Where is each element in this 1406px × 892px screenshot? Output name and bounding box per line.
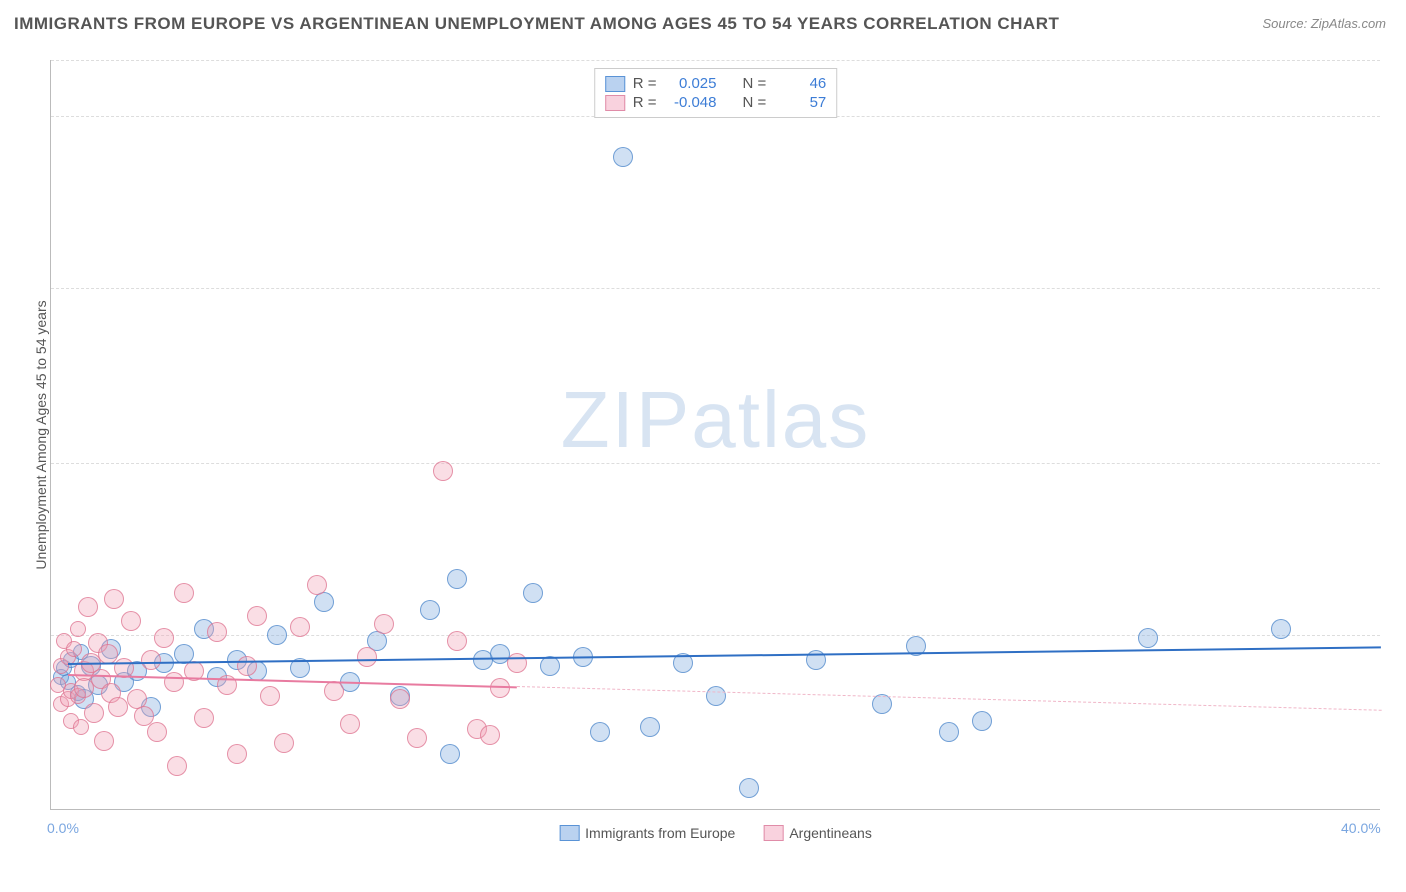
legend-swatch [763, 825, 783, 841]
data-point [340, 714, 360, 734]
data-point [207, 622, 227, 642]
data-point [420, 600, 440, 620]
data-point [480, 725, 500, 745]
y-tick-label: 12.5% [1388, 469, 1406, 485]
data-point [307, 575, 327, 595]
watermark: ZIPatlas [561, 374, 870, 466]
data-point [154, 628, 174, 648]
gridline [51, 635, 1380, 636]
y-axis-label: Unemployment Among Ages 45 to 54 years [33, 300, 49, 569]
data-point [407, 728, 427, 748]
data-point [507, 653, 527, 673]
y-tick-label: 6.3% [1388, 641, 1406, 657]
data-point [108, 697, 128, 717]
legend-item: Immigrants from Europe [559, 825, 735, 841]
data-point [447, 569, 467, 589]
data-point [94, 731, 114, 751]
data-point [523, 583, 543, 603]
data-point [147, 722, 167, 742]
legend-row: R = 0.025 N = 46 [605, 75, 827, 92]
scatter-plot-area: Unemployment Among Ages 45 to 54 years Z… [50, 60, 1380, 810]
data-point [70, 621, 86, 637]
data-point [260, 686, 280, 706]
data-point [324, 681, 344, 701]
data-point [872, 694, 892, 714]
r-label: R = [633, 94, 657, 111]
correlation-legend: R = 0.025 N = 46 R = -0.048 N = 57 [594, 68, 838, 118]
data-point [357, 647, 377, 667]
legend-swatch [605, 95, 625, 111]
data-point [613, 147, 633, 167]
data-point [164, 672, 184, 692]
legend-row: R = -0.048 N = 57 [605, 94, 827, 111]
n-value: 46 [774, 75, 826, 92]
data-point [237, 656, 257, 676]
trend-line [68, 646, 1381, 665]
legend-label: Immigrants from Europe [585, 825, 735, 841]
legend-item: Argentineans [763, 825, 872, 841]
data-point [227, 744, 247, 764]
data-point [167, 756, 187, 776]
source-attribution: Source: ZipAtlas.com [1262, 16, 1386, 31]
trend-line [68, 674, 517, 688]
legend-label: Argentineans [789, 825, 872, 841]
r-label: R = [633, 75, 657, 92]
r-value: -0.048 [665, 94, 717, 111]
data-point [1138, 628, 1158, 648]
data-point [1271, 619, 1291, 639]
n-label: N = [743, 75, 767, 92]
y-tick-label: 25.0% [1388, 122, 1406, 138]
data-point [939, 722, 959, 742]
gridline [51, 463, 1380, 464]
chart-title: IMMIGRANTS FROM EUROPE VS ARGENTINEAN UN… [14, 14, 1059, 34]
data-point [66, 641, 82, 657]
x-tick-label: 0.0% [47, 820, 79, 836]
data-point [141, 650, 161, 670]
trend-line [516, 686, 1381, 711]
data-point [590, 722, 610, 742]
data-point [706, 686, 726, 706]
data-point [447, 631, 467, 651]
data-point [440, 744, 460, 764]
n-value: 57 [774, 94, 826, 111]
data-point [104, 589, 124, 609]
data-point [433, 461, 453, 481]
data-point [390, 689, 410, 709]
data-point [972, 711, 992, 731]
data-point [247, 606, 267, 626]
data-point [73, 719, 89, 735]
data-point [290, 617, 310, 637]
series-legend: Immigrants from Europe Argentineans [559, 825, 872, 841]
data-point [267, 625, 287, 645]
y-tick-label: 18.8% [1388, 294, 1406, 310]
data-point [739, 778, 759, 798]
data-point [274, 733, 294, 753]
data-point [374, 614, 394, 634]
r-value: 0.025 [665, 75, 717, 92]
data-point [78, 597, 98, 617]
data-point [640, 717, 660, 737]
data-point [121, 611, 141, 631]
data-point [174, 583, 194, 603]
data-point [84, 703, 104, 723]
n-label: N = [743, 94, 767, 111]
legend-swatch [605, 76, 625, 92]
gridline [51, 60, 1380, 61]
data-point [134, 706, 154, 726]
x-tick-label: 40.0% [1341, 820, 1381, 836]
gridline [51, 288, 1380, 289]
data-point [194, 708, 214, 728]
legend-swatch [559, 825, 579, 841]
